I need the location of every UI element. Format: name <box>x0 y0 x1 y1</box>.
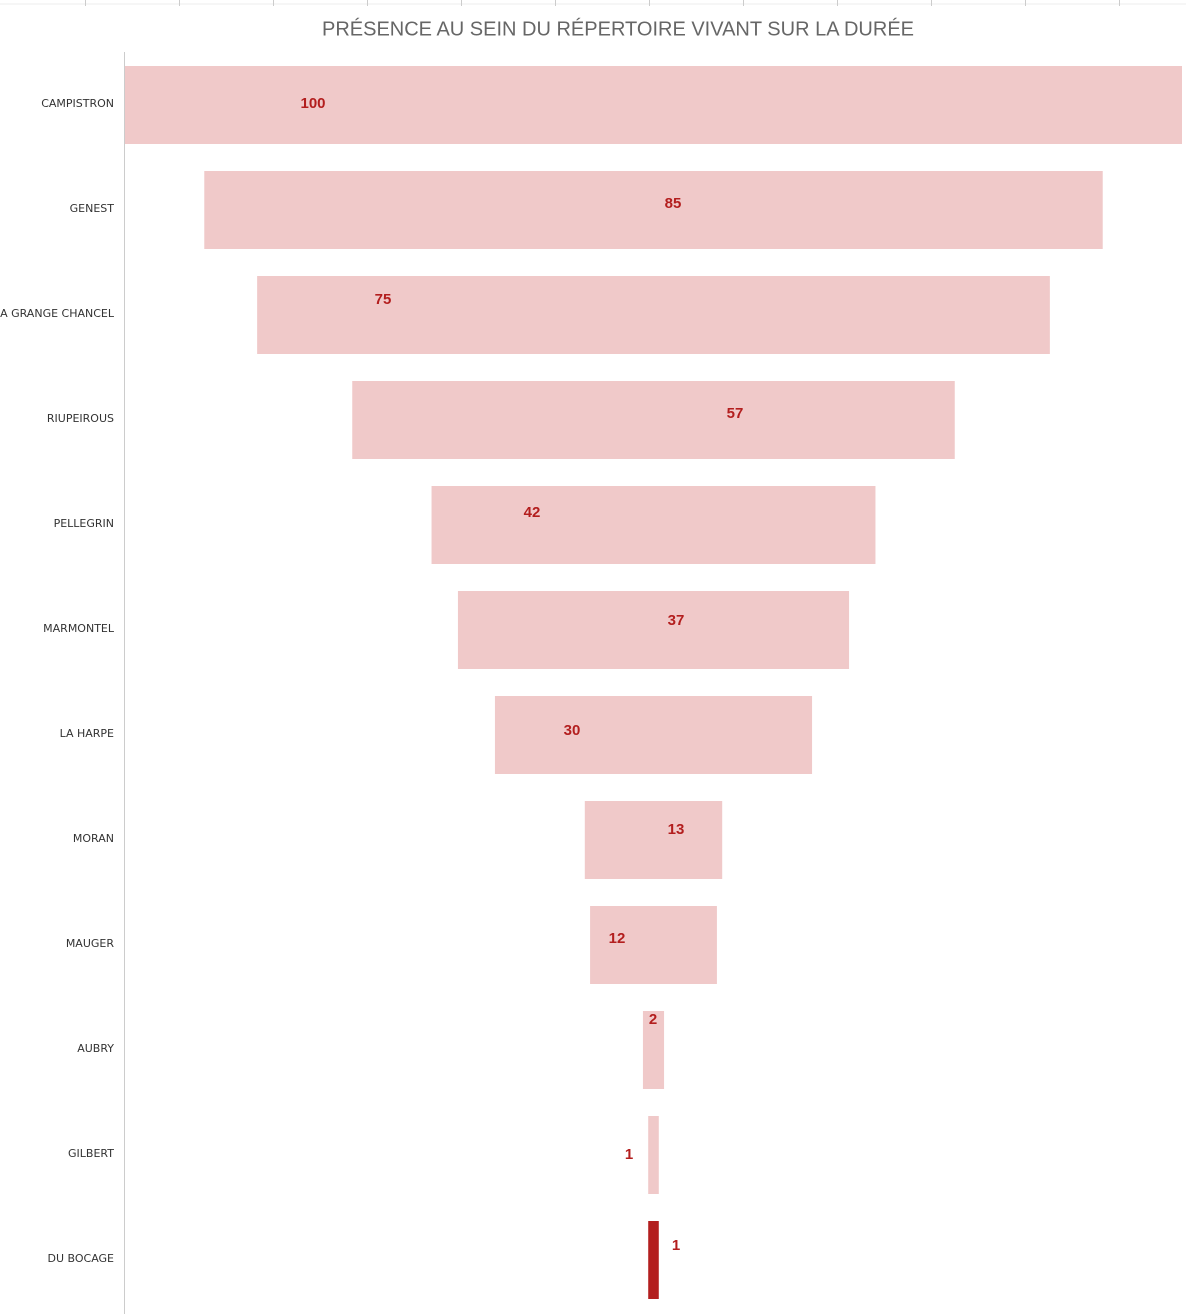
category-label: LA HARPE <box>60 727 114 740</box>
bar <box>590 906 717 984</box>
bar <box>125 66 1182 144</box>
category-label: MORAN <box>73 832 114 845</box>
chart-title: PRÉSENCE AU SEIN DU RÉPERTOIRE VIVANT SU… <box>322 17 914 40</box>
value-label: 37 <box>668 612 685 629</box>
category-label: DU BOCAGE <box>47 1252 114 1265</box>
category-label: RIUPEIROUS <box>47 412 114 425</box>
bar <box>584 801 723 879</box>
bar <box>648 1221 659 1299</box>
value-label: 2 <box>649 1011 657 1028</box>
value-label: 42 <box>524 504 541 521</box>
category-label: GENEST <box>70 202 115 215</box>
bar <box>457 591 850 669</box>
value-label: 13 <box>668 821 685 838</box>
bar <box>642 1011 665 1089</box>
bar <box>431 486 876 564</box>
value-label: 1 <box>625 1146 633 1163</box>
value-label: 75 <box>375 291 392 308</box>
category-label: MAUGER <box>66 937 115 950</box>
value-label: 100 <box>300 95 325 112</box>
top-ticks <box>0 0 1186 6</box>
category-label: PELLEGRIN <box>54 517 114 530</box>
bar <box>204 171 1103 249</box>
bar <box>648 1116 659 1194</box>
value-label: 85 <box>665 195 682 212</box>
value-label: 12 <box>609 930 626 947</box>
category-label: GILBERT <box>68 1147 114 1160</box>
bar <box>352 381 955 459</box>
bar <box>494 696 813 774</box>
category-label: MARMONTEL <box>43 622 115 635</box>
bar <box>257 276 1050 354</box>
value-label: 30 <box>564 722 581 739</box>
category-label: CAMPISTRON <box>41 97 114 110</box>
value-label: 57 <box>727 405 744 422</box>
category-label: AUBRY <box>77 1042 114 1055</box>
value-label: 1 <box>672 1237 680 1254</box>
category-label: LA GRANGE CHANCEL <box>0 307 115 320</box>
